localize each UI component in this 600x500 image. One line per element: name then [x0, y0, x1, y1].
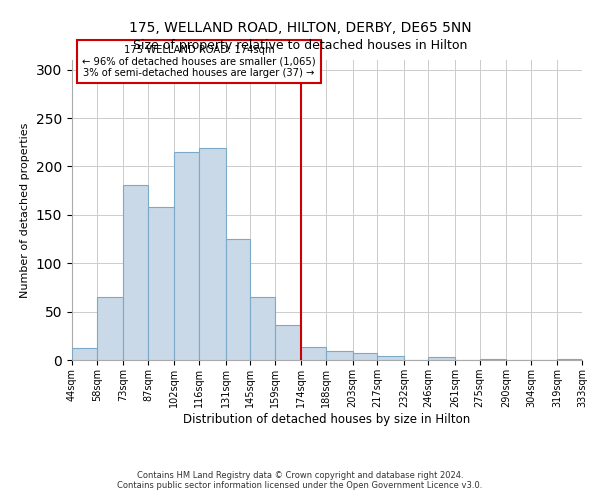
- Bar: [353, 353, 377, 360]
- Text: 175, WELLAND ROAD, HILTON, DERBY, DE65 5NN: 175, WELLAND ROAD, HILTON, DERBY, DE65 5…: [128, 21, 472, 35]
- Bar: [199, 148, 226, 360]
- Bar: [72, 348, 97, 360]
- Text: Size of property relative to detached houses in Hilton: Size of property relative to detached ho…: [133, 40, 467, 52]
- Y-axis label: Number of detached properties: Number of detached properties: [20, 122, 31, 298]
- Bar: [97, 297, 123, 360]
- X-axis label: Distribution of detached houses by size in Hilton: Distribution of detached houses by size …: [184, 412, 470, 426]
- Text: Contains HM Land Registry data © Crown copyright and database right 2024.
Contai: Contains HM Land Registry data © Crown c…: [118, 470, 482, 490]
- Bar: [175, 152, 199, 360]
- Bar: [148, 207, 175, 360]
- Bar: [250, 297, 275, 360]
- Bar: [326, 352, 353, 360]
- Bar: [428, 357, 455, 360]
- Bar: [123, 185, 148, 360]
- Bar: [377, 356, 404, 360]
- Text: 175 WELLAND ROAD: 174sqm
← 96% of detached houses are smaller (1,065)
3% of semi: 175 WELLAND ROAD: 174sqm ← 96% of detach…: [82, 45, 316, 78]
- Bar: [226, 239, 250, 360]
- Bar: [557, 359, 582, 360]
- Bar: [301, 348, 326, 360]
- Bar: [275, 325, 301, 360]
- Bar: [479, 359, 506, 360]
